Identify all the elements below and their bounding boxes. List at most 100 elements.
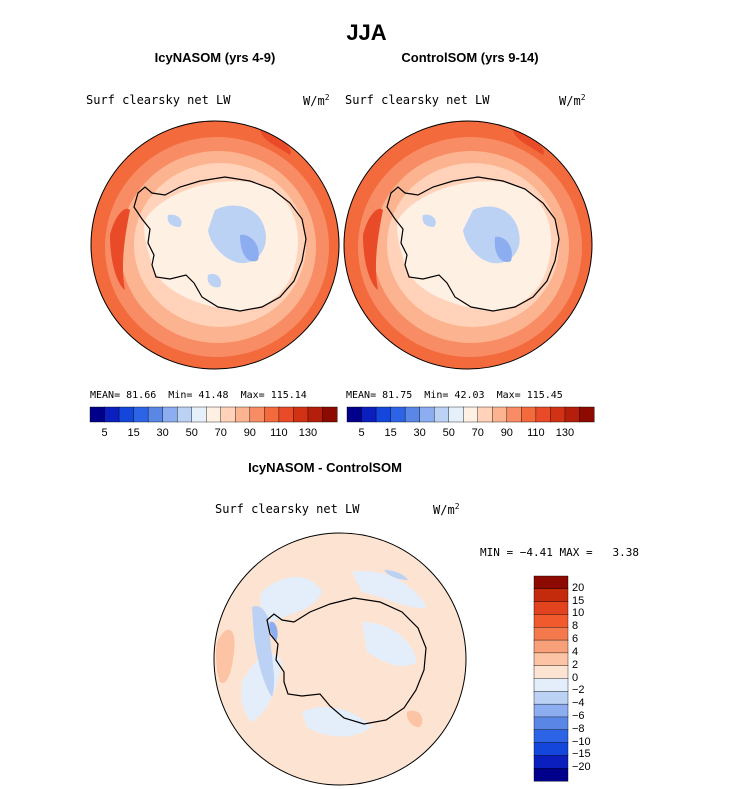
colorbar-swatch	[492, 406, 508, 423]
colorbar-swatch	[533, 639, 569, 654]
colorbar-tick-label: −6	[572, 709, 585, 722]
colorbar-swatch	[535, 406, 551, 423]
colorbar-tick-label: 15	[572, 594, 585, 607]
colorbar-swatch	[404, 406, 421, 423]
colorbar-swatch	[533, 691, 569, 705]
colorbar-swatch	[550, 406, 566, 423]
colorbar-swatch	[533, 742, 569, 756]
colorbar-tick-label: 70	[214, 427, 227, 439]
colorbar-swatch	[533, 575, 569, 590]
colorbar-swatch	[118, 406, 135, 423]
panel-1-title: IcyNASOM (yrs 4-9)	[154, 50, 276, 65]
panel-2-stats: MEAN= 81.75 Min= 42.03 Max= 115.45	[346, 390, 563, 401]
colorbar-difference	[533, 575, 569, 782]
colorbar-swatch	[220, 406, 236, 423]
colorbar-swatch	[533, 601, 569, 615]
colorbar-tick-label: 5	[101, 427, 108, 439]
colorbar-swatch	[533, 614, 569, 628]
colorbar-swatch	[533, 678, 569, 692]
diff-panel-title: IcyNASOM - ControlSOM	[248, 460, 402, 475]
colorbar-swatch	[307, 406, 323, 423]
colorbar-swatch	[533, 627, 569, 641]
colorbar-swatch	[390, 406, 406, 423]
colorbar-tick-label: 8	[572, 620, 579, 633]
colorbar-panel-2	[346, 406, 595, 423]
colorbar-difference-ticks: 20 15 10 8 6 4 2 0 −2 −4 −6 −8 −10 −15 −20	[572, 576, 612, 781]
colorbar-tick-label: 90	[500, 427, 513, 439]
panel-1-field-label: Surf clearsky net LW	[86, 93, 231, 107]
colorbar-swatch	[533, 703, 569, 718]
diff-units: W/m2	[433, 502, 460, 517]
colorbar-tick-label: −10	[572, 735, 591, 748]
colorbar-tick-label: 30	[413, 427, 426, 439]
colorbar-swatch	[533, 716, 569, 731]
colorbar-tick-label: 6	[572, 633, 579, 646]
colorbar-swatch	[176, 406, 193, 423]
colorbar-swatch	[533, 729, 569, 744]
colorbar-panel-1	[89, 406, 338, 423]
colorbar-panel-1-ticks: 5 15 30 50 70 90 110 130	[90, 427, 337, 441]
colorbar-swatch	[419, 406, 435, 423]
colorbar-tick-label: 50	[185, 427, 198, 439]
panel-1-units: W/m2	[303, 93, 330, 108]
colorbar-swatch	[375, 406, 392, 423]
colorbar-swatch	[533, 665, 569, 680]
map-difference	[213, 532, 467, 786]
colorbar-swatch	[249, 406, 265, 423]
diff-field-label: Surf clearsky net LW	[215, 502, 360, 516]
map-icynasom	[90, 120, 340, 370]
colorbar-swatch	[264, 406, 280, 423]
colorbar-tick-label: 4	[572, 645, 579, 658]
colorbar-swatch	[346, 406, 363, 423]
colorbar-swatch	[433, 406, 450, 423]
colorbar-swatch	[564, 406, 580, 423]
colorbar-swatch	[162, 406, 178, 423]
panel-2-units: W/m2	[559, 93, 586, 108]
colorbar-tick-label: 110	[270, 427, 288, 439]
colorbar-panel-2-ticks: 5 15 30 50 70 90 110 130	[347, 427, 594, 441]
colorbar-swatch	[533, 755, 569, 769]
colorbar-swatch	[278, 406, 294, 423]
colorbar-tick-label: 15	[384, 427, 397, 439]
colorbar-tick-label: 20	[572, 581, 585, 594]
diff-minmax: MIN = −4.41 MAX = 3.38	[480, 546, 639, 559]
colorbar-tick-label: −8	[572, 722, 585, 735]
colorbar-tick-label: 90	[243, 427, 256, 439]
colorbar-swatch	[133, 406, 149, 423]
colorbar-swatch	[89, 406, 106, 423]
panel-1-stats: MEAN= 81.66 Min= 41.48 Max= 115.14	[90, 390, 307, 401]
colorbar-swatch	[506, 406, 522, 423]
colorbar-swatch	[521, 406, 537, 423]
colorbar-tick-label: 0	[572, 671, 579, 684]
colorbar-swatch	[361, 406, 377, 423]
colorbar-tick-label: 10	[572, 607, 585, 620]
colorbar-tick-label: 130	[298, 427, 318, 439]
colorbar-swatch	[477, 406, 493, 423]
colorbar-swatch	[322, 406, 338, 423]
figure-title: JJA	[346, 20, 387, 45]
colorbar-swatch	[147, 406, 164, 423]
colorbar-swatch	[533, 588, 569, 603]
colorbar-tick-label: 130	[555, 427, 575, 439]
colorbar-tick-label: 30	[156, 427, 169, 439]
colorbar-swatch	[206, 406, 222, 423]
colorbar-tick-label: 15	[127, 427, 140, 439]
colorbar-swatch	[104, 406, 120, 423]
colorbar-swatch	[533, 652, 569, 667]
panel-2-field-label: Surf clearsky net LW	[345, 93, 490, 107]
colorbar-swatch	[293, 406, 309, 423]
colorbar-swatch	[191, 406, 207, 423]
colorbar-tick-label: 50	[442, 427, 455, 439]
colorbar-swatch	[463, 406, 479, 423]
colorbar-swatch	[533, 767, 569, 782]
colorbar-tick-label: −20	[572, 761, 591, 774]
panel-2-title: ControlSOM (yrs 9-14)	[401, 50, 539, 65]
colorbar-tick-label: 2	[572, 658, 579, 671]
colorbar-tick-label: −2	[572, 684, 585, 697]
colorbar-swatch	[448, 406, 464, 423]
colorbar-swatch	[579, 406, 595, 423]
colorbar-tick-label: 5	[358, 427, 365, 439]
map-controlsom	[343, 120, 593, 370]
colorbar-swatch	[235, 406, 251, 423]
colorbar-tick-label: −15	[572, 748, 591, 761]
